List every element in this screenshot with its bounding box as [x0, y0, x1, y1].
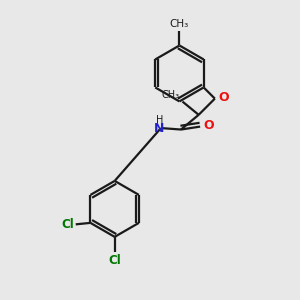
Text: CH₃: CH₃ [162, 90, 180, 100]
Text: O: O [204, 119, 214, 132]
Text: O: O [218, 91, 229, 104]
Text: CH₃: CH₃ [170, 19, 189, 29]
Text: H: H [155, 115, 163, 124]
Text: N: N [154, 122, 164, 135]
Text: Cl: Cl [61, 218, 74, 231]
Text: Cl: Cl [108, 254, 121, 267]
